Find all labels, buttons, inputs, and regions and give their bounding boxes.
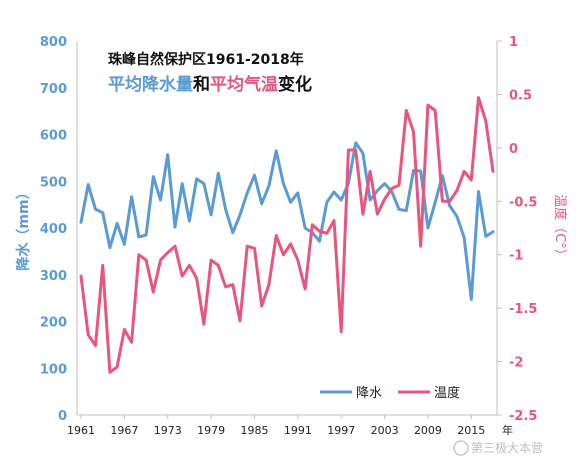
subtitle-part-precip: 平均降水量 <box>108 74 193 95</box>
x-axis-ticks: 1961 1967 1973 1979 1985 1991 1997 2003 2009 2015 <box>67 415 485 437</box>
y-axis-right-label: 温度（C°） <box>552 194 568 262</box>
series-line-precip <box>79 141 495 301</box>
x-tick-label: 1967 <box>110 424 138 437</box>
y-left-tick-label: 800 <box>40 35 67 50</box>
plot-frame <box>76 41 498 416</box>
watermark: 第三极大本营 <box>453 440 543 456</box>
y-right-tick-label: -2 <box>509 356 523 371</box>
y-axis-right-ticks: -2.5 -2 -1.5 -1 -0.5 0 0.5 1 <box>497 35 537 424</box>
series-lines <box>79 96 495 374</box>
y-right-tick-label: 0.5 <box>509 88 532 103</box>
y-left-tick-label: 600 <box>40 129 67 144</box>
y-left-tick-label: 400 <box>40 222 67 237</box>
subtitle-part-and: 和 <box>193 75 210 95</box>
y-right-tick-label: -2.5 <box>509 409 537 424</box>
subtitle-part-temp: 平均气温 <box>210 74 278 95</box>
watermark-text: 第三极大本营 <box>471 441 543 455</box>
legend: 降水 温度 <box>320 385 460 401</box>
y-right-tick-label: -0.5 <box>509 195 537 210</box>
y-axis-left-label: 降水（mm） <box>15 185 32 270</box>
series-line-temp <box>79 96 495 374</box>
y-right-tick-label: 0 <box>509 142 518 157</box>
x-tick-label: 2015 <box>457 424 485 437</box>
chart-subtitle: 平均降水量和平均气温变化 <box>108 74 312 95</box>
y-left-tick-label: 100 <box>40 362 67 377</box>
y-left-tick-label: 0 <box>58 409 67 424</box>
x-tick-label: 2009 <box>414 424 442 437</box>
legend-label-temp: 温度 <box>434 385 460 401</box>
x-tick-label: 2003 <box>371 424 399 437</box>
x-tick-label: 1979 <box>197 424 225 437</box>
y-left-tick-label: 200 <box>40 316 67 331</box>
x-tick-label: 1961 <box>67 424 95 437</box>
chart-title: 珠峰自然保护区1961-2018年 <box>108 51 304 68</box>
legend-label-precip: 降水 <box>356 386 382 401</box>
y-left-tick-label: 300 <box>40 269 67 284</box>
y-left-tick-label: 500 <box>40 175 67 190</box>
x-tick-label: 1991 <box>284 424 312 437</box>
x-tick-label: 1997 <box>327 424 355 437</box>
y-axis-left-ticks: 0 100 200 300 400 500 600 700 800 <box>40 35 67 424</box>
y-right-tick-label: 1 <box>509 35 518 50</box>
watermark-logo-icon <box>453 440 469 456</box>
y-right-tick-label: -1.5 <box>509 302 537 317</box>
x-tick-label: 1973 <box>154 424 182 437</box>
y-right-tick-label: -1 <box>509 249 523 264</box>
x-tick-label: 1985 <box>240 424 268 437</box>
subtitle-part-change: 变化 <box>278 74 312 95</box>
y-left-tick-label: 700 <box>40 82 67 97</box>
x-axis-label: 年 <box>502 423 513 437</box>
